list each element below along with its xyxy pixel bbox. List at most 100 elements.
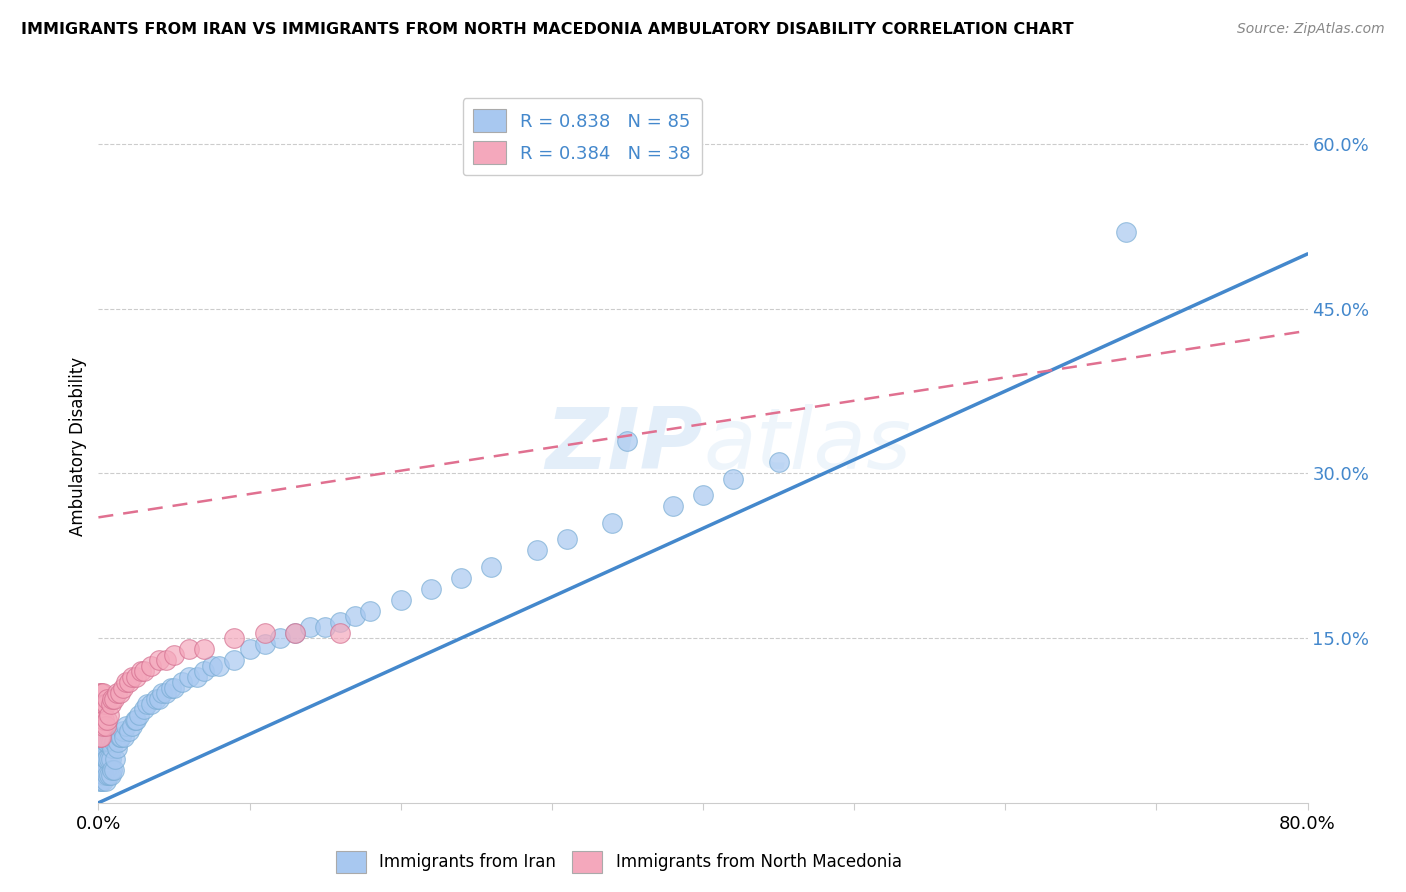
Point: [160, 681, 183, 695]
Point: [420, 582, 443, 596]
Point: [90, 752, 112, 766]
Point: [89, 730, 111, 744]
Point: [103, 735, 125, 749]
Point: [93, 697, 115, 711]
Point: [692, 488, 714, 502]
Point: [100, 735, 122, 749]
Point: [89, 752, 111, 766]
Point: [389, 592, 412, 607]
Point: [118, 675, 141, 690]
Point: [141, 658, 163, 673]
Point: [104, 752, 127, 766]
Point: [91, 719, 114, 733]
Point: [555, 533, 578, 547]
Point: [723, 472, 745, 486]
Point: [91, 773, 114, 788]
Point: [94, 773, 117, 788]
Point: [101, 691, 124, 706]
Point: [128, 708, 150, 723]
Point: [91, 752, 114, 766]
Point: [661, 500, 683, 514]
Point: [96, 768, 118, 782]
Point: [94, 763, 117, 777]
Point: [90, 686, 112, 700]
Point: [93, 757, 115, 772]
Point: [114, 719, 136, 733]
Point: [132, 664, 155, 678]
Point: [616, 434, 638, 448]
Point: [132, 702, 155, 716]
Point: [91, 702, 114, 716]
Point: [94, 719, 117, 733]
Point: [94, 735, 117, 749]
Point: [101, 740, 124, 755]
Point: [96, 752, 118, 766]
Point: [481, 559, 503, 574]
Point: [108, 730, 131, 744]
Point: [186, 669, 208, 683]
Text: IMMIGRANTS FROM IRAN VS IMMIGRANTS FROM NORTH MACEDONIA AMBULATORY DISABILITY CO: IMMIGRANTS FROM IRAN VS IMMIGRANTS FROM …: [21, 22, 1074, 37]
Legend: R = 0.838   N = 85, R = 0.384   N = 38: R = 0.838 N = 85, R = 0.384 N = 38: [463, 98, 702, 176]
Point: [129, 664, 152, 678]
Point: [125, 669, 148, 683]
Point: [96, 714, 118, 728]
Point: [148, 691, 170, 706]
Point: [103, 691, 125, 706]
Point: [193, 642, 215, 657]
Point: [110, 730, 132, 744]
Point: [329, 625, 352, 640]
Legend: Immigrants from Iran, Immigrants from North Macedonia: Immigrants from Iran, Immigrants from No…: [329, 845, 908, 880]
Point: [269, 631, 291, 645]
Point: [100, 752, 122, 766]
Point: [141, 697, 163, 711]
Point: [284, 625, 307, 640]
Point: [89, 708, 111, 723]
Point: [193, 664, 215, 678]
Point: [360, 604, 382, 618]
Point: [98, 768, 121, 782]
Point: [90, 719, 112, 733]
Point: [91, 763, 114, 777]
Point: [179, 669, 201, 683]
Point: [89, 773, 111, 788]
Point: [155, 686, 177, 700]
Point: [208, 658, 231, 673]
Point: [179, 642, 201, 657]
Point: [107, 735, 129, 749]
Point: [150, 686, 173, 700]
Point: [93, 747, 115, 761]
Point: [103, 763, 125, 777]
Point: [91, 686, 114, 700]
Point: [224, 653, 246, 667]
Point: [299, 620, 322, 634]
Point: [94, 697, 117, 711]
Point: [94, 752, 117, 766]
Point: [155, 653, 177, 667]
Y-axis label: Ambulatory Disability: Ambulatory Disability: [69, 357, 87, 535]
Point: [111, 724, 134, 739]
Point: [224, 631, 246, 645]
Point: [91, 735, 114, 749]
Point: [768, 455, 790, 469]
Point: [148, 653, 170, 667]
Point: [329, 615, 352, 629]
Point: [105, 686, 128, 700]
Point: [526, 543, 548, 558]
Point: [89, 763, 111, 777]
Point: [121, 669, 143, 683]
Point: [98, 752, 121, 766]
Point: [170, 675, 193, 690]
Point: [125, 714, 148, 728]
Point: [114, 675, 136, 690]
Point: [201, 658, 224, 673]
Point: [344, 609, 367, 624]
Point: [100, 697, 122, 711]
Point: [121, 719, 143, 733]
Point: [98, 708, 121, 723]
Point: [135, 697, 157, 711]
Point: [105, 740, 128, 755]
Point: [90, 730, 112, 744]
Point: [163, 648, 186, 662]
Text: Source: ZipAtlas.com: Source: ZipAtlas.com: [1237, 22, 1385, 37]
Point: [284, 625, 307, 640]
